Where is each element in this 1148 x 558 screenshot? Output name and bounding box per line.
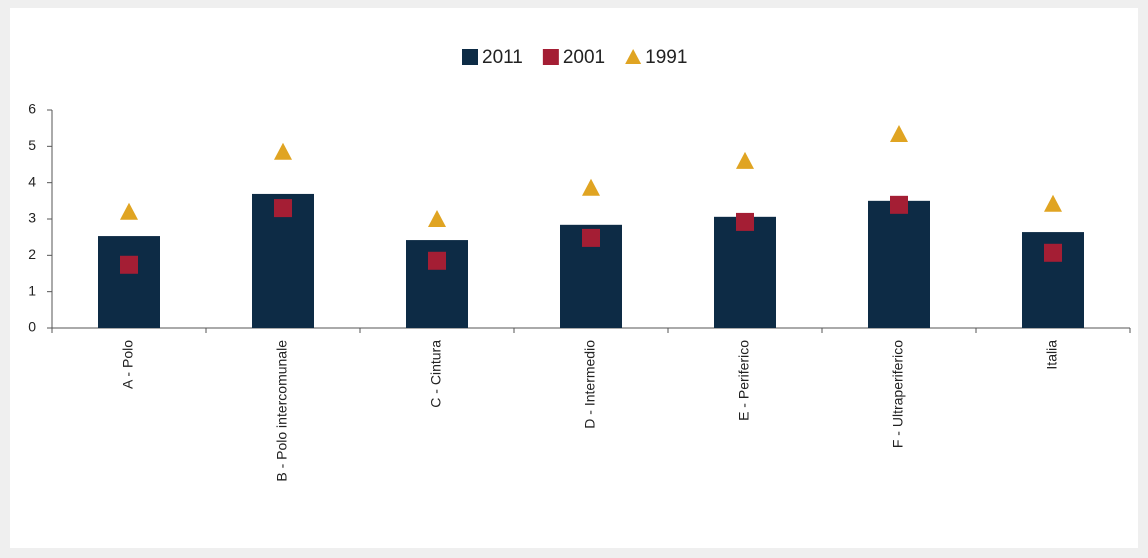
x-tick-label: E - Periferico bbox=[736, 340, 752, 421]
x-tick-label: F - Ultraperiferico bbox=[890, 340, 906, 448]
y-tick-label: 1 bbox=[28, 282, 36, 298]
y-tick-label: 4 bbox=[28, 173, 36, 189]
triangle-marker bbox=[1044, 194, 1062, 212]
legend-label: 2001 bbox=[563, 47, 605, 68]
square-marker bbox=[1044, 243, 1062, 262]
triangle-marker bbox=[890, 124, 908, 142]
triangle-marker bbox=[736, 151, 754, 169]
legend-label: 1991 bbox=[645, 47, 687, 68]
triangle-marker bbox=[120, 202, 138, 220]
square-marker bbox=[428, 251, 446, 270]
y-tick-label: 6 bbox=[28, 101, 36, 117]
triangle-marker bbox=[274, 142, 292, 160]
square-marker bbox=[274, 199, 292, 218]
x-tick-label: Italia bbox=[1044, 340, 1060, 370]
x-tick-label: D - Intermedio bbox=[582, 340, 598, 429]
square-marker bbox=[890, 195, 908, 214]
square-marker bbox=[736, 212, 754, 231]
legend-label: 2011 bbox=[482, 47, 523, 68]
square-marker bbox=[582, 228, 600, 247]
x-tick-label: C - Cintura bbox=[428, 340, 444, 408]
square-marker bbox=[120, 255, 138, 274]
x-tick-label: A - Polo bbox=[120, 340, 136, 389]
bar bbox=[868, 200, 930, 328]
bar bbox=[714, 216, 776, 328]
triangle-marker bbox=[428, 210, 446, 227]
legend-swatch bbox=[462, 49, 478, 65]
y-tick-label: 0 bbox=[28, 319, 36, 335]
triangle-marker bbox=[582, 178, 600, 196]
legend-swatch bbox=[625, 49, 642, 64]
x-tick-label: B - Polo intercomunale bbox=[274, 340, 290, 482]
bar bbox=[98, 236, 160, 328]
y-tick-label: 2 bbox=[28, 246, 36, 262]
legend-swatch bbox=[542, 49, 559, 65]
y-tick-label: 5 bbox=[28, 137, 36, 153]
y-tick-label: 3 bbox=[28, 210, 36, 226]
